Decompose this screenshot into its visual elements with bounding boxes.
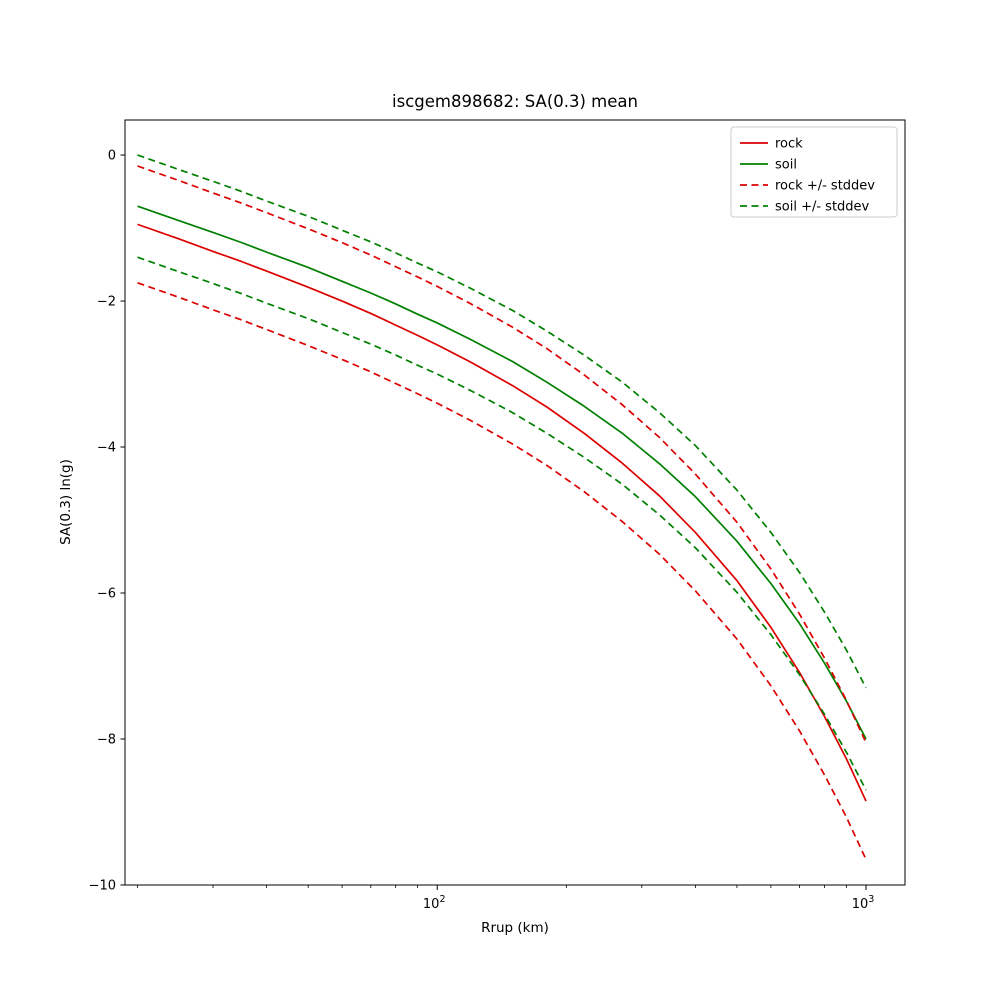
legend-label: rock +/- stddev: [775, 179, 875, 194]
legend-label: rock: [775, 137, 803, 152]
series-rock-plus-stddev: [137, 165, 867, 744]
y-tick-label: −8: [97, 733, 116, 748]
x-tick-label: 103: [852, 894, 875, 912]
legend-box: [730, 126, 898, 218]
y-tick-label: −10: [89, 879, 116, 894]
series-soil-minus-stddev: [137, 256, 867, 791]
y-tick-label: 0: [108, 149, 116, 164]
series-layer: [137, 154, 867, 860]
chart-title: iscgem898682: SA(0.3) mean: [392, 92, 638, 111]
x-axis-label: Rrup (km): [481, 920, 549, 936]
legend: rock soil rock +/- stddev soil +/- stddev: [730, 126, 898, 218]
plot-border: [124, 119, 906, 886]
series-rock-minus-stddev: [137, 281, 867, 860]
series-rock-mean: [137, 223, 867, 802]
y-tick-label: −2: [97, 295, 116, 310]
axes-layer: 0 −2 −4 −6 −8 −10 102 103: [89, 119, 906, 912]
series-soil-mean: [137, 205, 867, 740]
legend-label: soil: [775, 158, 797, 173]
legend-label: soil +/- stddev: [775, 200, 870, 215]
y-tick-label: −4: [97, 441, 116, 456]
series-soil-plus-stddev: [137, 154, 867, 689]
y-tick-label: −6: [97, 587, 116, 602]
x-tick-label: 102: [423, 894, 446, 912]
y-axis-label: SA(0.3) ln(g): [58, 459, 74, 545]
